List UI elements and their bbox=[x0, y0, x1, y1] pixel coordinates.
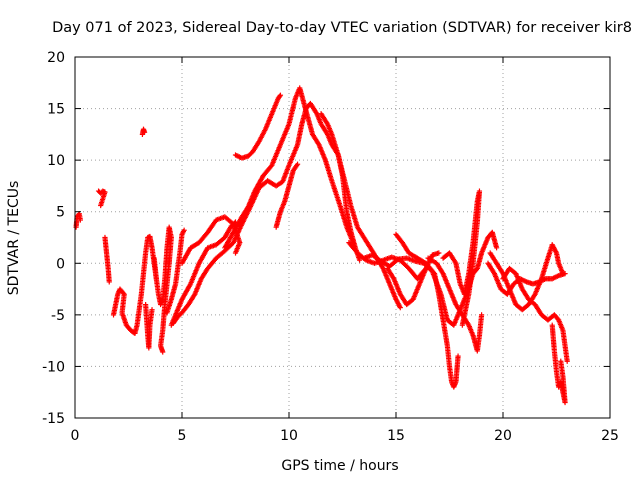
data-point bbox=[455, 353, 461, 359]
series-arc-21 bbox=[440, 188, 483, 328]
data-point bbox=[141, 129, 148, 135]
data-point bbox=[294, 161, 301, 167]
series-arc-11 bbox=[179, 214, 243, 266]
grid-layer bbox=[75, 57, 610, 418]
data-point bbox=[160, 349, 166, 355]
data-point bbox=[149, 307, 155, 313]
y-tick-label: -15 bbox=[42, 411, 65, 427]
data-marks bbox=[73, 85, 570, 406]
y-tick-label: -5 bbox=[51, 308, 65, 324]
series-arc-14 bbox=[273, 161, 301, 230]
data-point bbox=[479, 312, 485, 318]
series-arc-12 bbox=[222, 85, 356, 251]
y-tick-label: 0 bbox=[56, 256, 65, 272]
series-arc-6 bbox=[143, 301, 155, 351]
data-point bbox=[277, 92, 284, 98]
data-point bbox=[564, 358, 570, 364]
x-tick-label: 25 bbox=[601, 428, 619, 444]
series-arc-8 bbox=[164, 227, 187, 316]
x-tick-label: 20 bbox=[494, 428, 512, 444]
series-arc-16 bbox=[346, 240, 442, 282]
data-point bbox=[562, 271, 568, 277]
series-arc-13 bbox=[232, 92, 284, 161]
x-tick-label: 10 bbox=[280, 428, 298, 444]
series-arc-17 bbox=[361, 229, 500, 328]
data-point bbox=[436, 250, 442, 256]
data-point bbox=[357, 257, 363, 263]
y-tick-label: 10 bbox=[47, 153, 65, 169]
data-point bbox=[98, 202, 104, 209]
series-arc-7 bbox=[151, 224, 174, 355]
y-tick-label: 20 bbox=[47, 50, 65, 66]
data-point bbox=[558, 358, 564, 364]
data-point bbox=[459, 322, 465, 328]
y-tick-label: 15 bbox=[47, 102, 65, 118]
series-arc-3 bbox=[102, 234, 112, 285]
y-tick-label: -10 bbox=[42, 359, 65, 375]
series-arc-22 bbox=[487, 242, 566, 313]
series-arc-25 bbox=[549, 322, 568, 406]
y-tick-label: 5 bbox=[56, 205, 65, 221]
data-point bbox=[106, 279, 112, 285]
data-point bbox=[397, 305, 403, 311]
series-arc-18 bbox=[384, 265, 429, 308]
data-point bbox=[277, 93, 283, 99]
data-point bbox=[181, 227, 187, 233]
data-point bbox=[493, 245, 500, 251]
series-arc-1 bbox=[73, 211, 83, 230]
series-arc-24 bbox=[500, 265, 570, 364]
x-tick-label: 0 bbox=[71, 428, 80, 444]
data-point bbox=[232, 250, 239, 256]
series-arc-19 bbox=[393, 231, 461, 390]
x-axis-label: GPS time / hours bbox=[281, 458, 398, 474]
axis-ticks: 0 5 10 15 20 25 20 15 10 5 0 -5 -10 -15 bbox=[42, 50, 619, 444]
x-tick-label: 15 bbox=[387, 428, 405, 444]
data-point bbox=[77, 217, 83, 223]
x-tick-label: 5 bbox=[178, 428, 187, 444]
series-arc-5 bbox=[139, 126, 148, 137]
chart-title: Day 071 of 2023, Sidereal Day-to-day VTE… bbox=[52, 20, 632, 36]
plot-frame bbox=[74, 56, 611, 419]
y-axis-label: SDTVAR / TECUs bbox=[6, 181, 22, 296]
series-arc-2 bbox=[95, 188, 108, 209]
